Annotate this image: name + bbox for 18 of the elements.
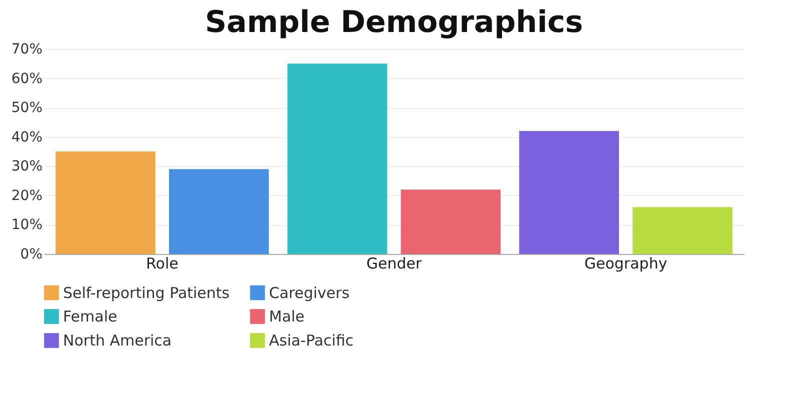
y-tick-label: 70% [11, 42, 42, 58]
legend-label: Asia-Pacific [269, 332, 354, 350]
legend-label: Female [63, 308, 118, 326]
legend-label: Caregivers [269, 284, 350, 302]
y-tick-label: 50% [11, 100, 42, 116]
x-tick-label: Gender [366, 254, 422, 272]
x-tick-label: Geography [584, 254, 668, 272]
chart-title: Sample Demographics [204, 5, 584, 40]
legend-label: North America [63, 332, 172, 350]
legend-label: Male [269, 308, 305, 326]
y-tick-label: 0% [20, 246, 42, 262]
x-tick-label: Role [146, 254, 178, 272]
y-tick-label: 20% [11, 188, 42, 204]
y-tick-label: 60% [11, 70, 42, 87]
legend-label: Self-reporting Patients [63, 284, 230, 302]
y-tick-label: 30% [11, 158, 42, 175]
y-tick-label: 40% [11, 129, 42, 146]
y-tick-label: 10% [11, 217, 42, 234]
